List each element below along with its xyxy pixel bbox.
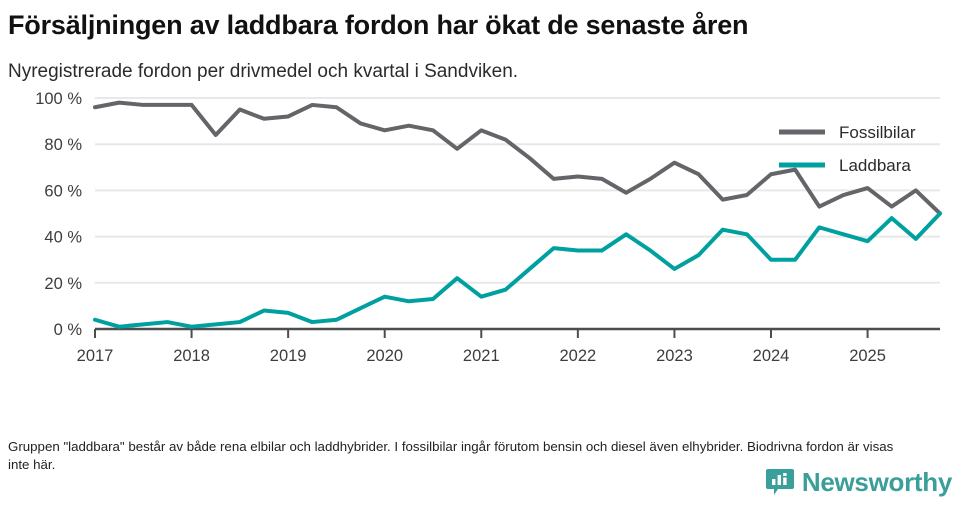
y-tick-label: 20 %	[44, 275, 82, 293]
x-tick-label: 2024	[753, 347, 790, 365]
chart-legend: Fossilbilar Laddbara	[779, 123, 916, 175]
x-tick-label: 2019	[270, 347, 307, 365]
line-chart: 0 % 20 % 40 % 60 % 80 % 100 % 2017 2018 2019 202…	[35, 92, 942, 365]
y-axis-ticks: 0 % 20 % 40 % 60 % 80 % 100 %	[35, 92, 82, 339]
legend-label: Fossilbilar	[839, 123, 916, 142]
x-tick-label: 2023	[656, 347, 693, 365]
y-tick-label: 100 %	[35, 92, 82, 108]
x-tick-label: 2020	[366, 347, 403, 365]
x-tick-label: 2021	[463, 347, 500, 365]
x-tick-label: 2017	[77, 347, 114, 365]
legend-label: Laddbara	[839, 156, 911, 175]
page-subtitle: Nyregistrerade fordon per drivmedel och …	[8, 61, 519, 83]
newsworthy-logo[interactable]: Newsworthy	[765, 467, 952, 497]
bar-chart-bubble-icon	[765, 467, 795, 497]
x-tick-label: 2018	[173, 347, 210, 365]
chart-container: 0 % 20 % 40 % 60 % 80 % 100 % 2017 2018 2019 202…	[8, 92, 952, 377]
y-tick-label: 60 %	[44, 182, 82, 200]
y-tick-label: 80 %	[44, 136, 82, 154]
gridlines	[95, 96, 940, 331]
newsworthy-wordmark: Newsworthy	[801, 467, 952, 497]
y-tick-label: 40 %	[44, 228, 82, 246]
page-title: Försäljningen av laddbara fordon har öka…	[8, 10, 749, 40]
series-line-laddbara	[93, 211, 942, 329]
data-series	[93, 100, 942, 329]
x-axis-ticks: 2017 2018 2019 2020 2021 2022 2023 2024 2025	[77, 328, 886, 365]
x-tick-label: 2022	[559, 347, 596, 365]
chart-footnote: Gruppen "laddbara" består av både rena e…	[8, 439, 894, 473]
y-tick-label: 0 %	[54, 321, 83, 339]
series-line-fossilbilar	[93, 100, 942, 216]
x-tick-label: 2025	[849, 347, 886, 365]
